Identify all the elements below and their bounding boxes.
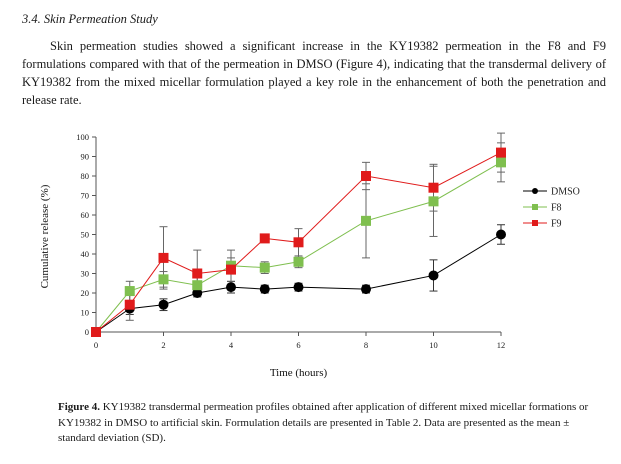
- series-line-f8: [95, 161, 502, 333]
- x-tick-label: 6: [296, 340, 300, 350]
- data-point-dmso: [428, 270, 439, 281]
- body-paragraph: Skin permeation studies showed a signifi…: [22, 39, 606, 107]
- legend-marker-f8: [532, 204, 538, 210]
- x-axis-title: Time (hours): [270, 367, 328, 379]
- legend-label-dmso: DMSO: [551, 187, 580, 198]
- series-line-f9: [95, 152, 502, 333]
- data-point-f9: [259, 233, 270, 244]
- data-point-f9: [293, 237, 304, 248]
- x-tick-label: 10: [429, 340, 438, 350]
- data-point-f9: [496, 147, 506, 158]
- data-point-f8: [124, 286, 135, 297]
- y-axis-title: Cumulative release (%): [39, 184, 51, 288]
- figure-caption: Figure 4. KY19382 transdermal permeation…: [58, 400, 590, 447]
- legend-marker-f9: [532, 220, 538, 226]
- y-tick-label: 30: [81, 269, 90, 279]
- data-point-dmso: [496, 229, 506, 240]
- data-point-dmso: [226, 282, 236, 293]
- figure-4-chart: 0 10 20 30 40 50 60 70 80 90 100 0 2 4 6 8 10 12 Time (hou…: [39, 132, 580, 379]
- data-point-f9: [124, 299, 135, 310]
- y-tick-label: 100: [76, 132, 89, 142]
- x-tick-label: 4: [229, 340, 234, 350]
- data-point-dmso: [361, 284, 371, 295]
- y-tick-label: 80: [81, 171, 90, 181]
- data-point-f8: [192, 280, 203, 291]
- data-point-f8: [428, 196, 439, 207]
- legend-label-f9: F9: [551, 219, 562, 230]
- x-tick-label: 12: [497, 340, 506, 350]
- data-point-f8: [259, 262, 270, 273]
- data-point-dmso: [259, 284, 270, 295]
- data-point-f8: [293, 256, 304, 267]
- x-tick-label: 2: [161, 340, 165, 350]
- y-tick-label: 50: [81, 230, 90, 240]
- data-point-f9: [361, 171, 371, 181]
- section-title: 3.4. Skin Permeation Study: [22, 12, 158, 26]
- data-point-f9: [428, 182, 439, 193]
- y-tick-label: 60: [81, 210, 90, 220]
- data-point-f9: [226, 264, 236, 275]
- y-tick-label: 20: [81, 288, 90, 298]
- figure-label: Figure 4.: [58, 401, 100, 413]
- figure-caption-text: KY19382 transdermal permeation profiles …: [58, 401, 589, 444]
- x-tick-label: 0: [94, 340, 98, 350]
- data-point-f9: [158, 252, 169, 263]
- data-point-dmso: [158, 299, 169, 310]
- data-point-f9: [192, 268, 203, 279]
- data-point-dmso: [192, 288, 203, 298]
- data-point-f8: [158, 274, 169, 285]
- y-tick-label: 70: [81, 191, 90, 201]
- legend-marker-dmso: [532, 188, 538, 194]
- data-point-f9: [91, 327, 101, 337]
- y-tick-label: 0: [85, 327, 89, 337]
- y-tick-label: 40: [81, 249, 90, 259]
- data-point-f8: [361, 215, 371, 226]
- series-line-dmso: [95, 234, 502, 333]
- data-point-f8: [496, 157, 506, 168]
- data-point-dmso: [293, 282, 304, 293]
- y-tick-label: 90: [81, 152, 90, 162]
- legend-label-f8: F8: [551, 203, 562, 214]
- y-tick-label: 10: [81, 308, 90, 318]
- x-tick-label: 8: [364, 340, 368, 350]
